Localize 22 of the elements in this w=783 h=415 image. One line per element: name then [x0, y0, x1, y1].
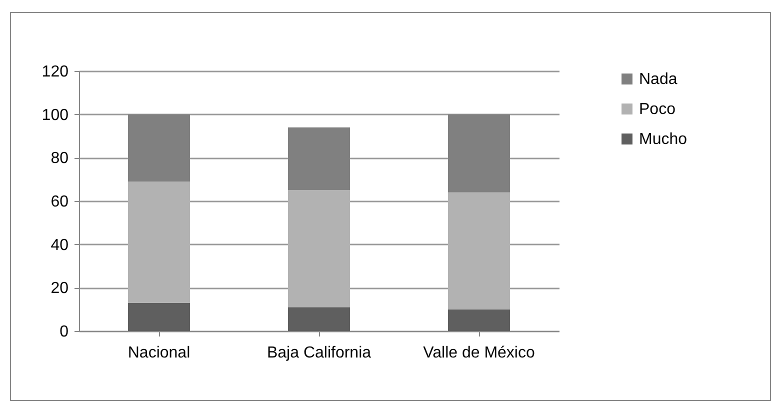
bar — [128, 114, 190, 182]
bar — [288, 307, 350, 331]
x-tick-label: Baja California — [266, 344, 372, 362]
x-tick-label: Valle de México — [423, 344, 535, 362]
y-tick-label: 120 — [42, 64, 69, 80]
bar — [288, 190, 350, 308]
y-tick-label: 60 — [50, 194, 69, 210]
y-tick-label: 80 — [50, 150, 69, 168]
legend-label: Poco — [639, 101, 676, 118]
legend-label: Nada — [639, 71, 678, 88]
legend-label: Mucho — [639, 131, 688, 148]
bar — [128, 302, 190, 331]
bar — [448, 192, 510, 310]
x-tick-label: Nacional — [128, 344, 190, 362]
y-tick-label: 0 — [60, 324, 69, 340]
y-tick-label: 100 — [42, 106, 69, 124]
y-tick-label: 20 — [50, 280, 69, 298]
bar — [448, 309, 510, 331]
y-tick-label: 40 — [50, 236, 69, 254]
bar — [128, 182, 190, 303]
bar — [448, 114, 510, 192]
bar — [288, 127, 350, 190]
